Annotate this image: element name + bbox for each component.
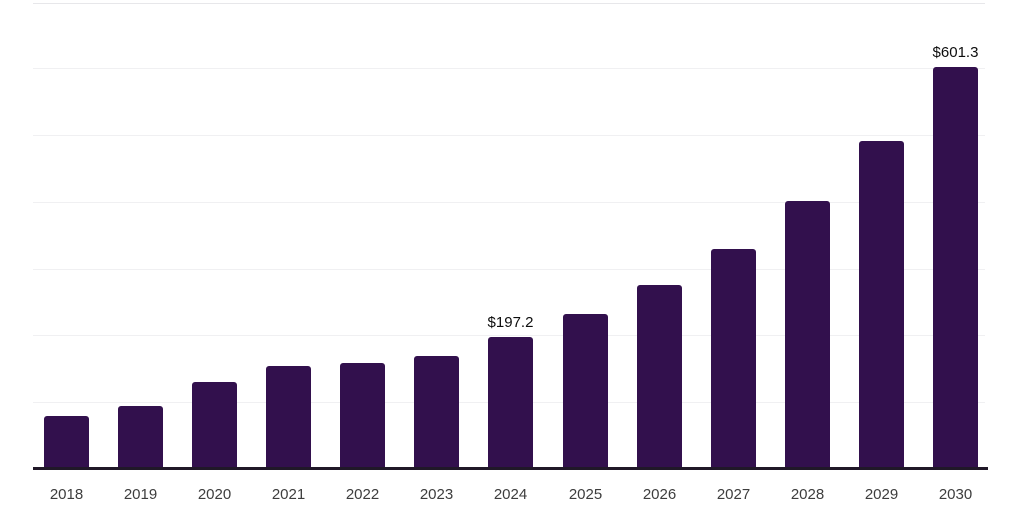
bar-2024 <box>488 337 533 469</box>
gridline <box>33 202 985 203</box>
x-axis-label-2023: 2023 <box>419 486 454 503</box>
x-axis-label-2028: 2028 <box>790 486 825 503</box>
bar-2026 <box>637 285 682 469</box>
x-axis-label-2024: 2024 <box>493 486 528 503</box>
bar-2019 <box>118 406 163 469</box>
x-axis-label-2025: 2025 <box>568 486 603 503</box>
x-axis-label-2030: 2030 <box>938 486 973 503</box>
bar-2029 <box>859 141 904 469</box>
bar-2028 <box>785 201 830 469</box>
bar-2018 <box>44 416 89 469</box>
x-axis-line <box>33 467 988 470</box>
x-axis-label-2019: 2019 <box>123 486 158 503</box>
x-axis-label-2022: 2022 <box>345 486 380 503</box>
x-axis-label-2027: 2027 <box>716 486 751 503</box>
gridline <box>33 335 985 336</box>
chart-top-border <box>33 3 985 4</box>
bar-2021 <box>266 366 311 469</box>
bar-2027 <box>711 249 756 469</box>
value-label-2024: $197.2 <box>487 314 534 331</box>
bar-2022 <box>340 363 385 469</box>
gridline <box>33 269 985 270</box>
x-axis-label-2021: 2021 <box>271 486 306 503</box>
gridline <box>33 135 985 136</box>
bar-2023 <box>414 356 459 469</box>
bar-2030 <box>933 67 978 469</box>
x-axis-label-2029: 2029 <box>864 486 899 503</box>
x-axis-label-2020: 2020 <box>197 486 232 503</box>
x-axis-label-2018: 2018 <box>49 486 84 503</box>
bar-2025 <box>563 314 608 469</box>
x-axis-label-2026: 2026 <box>642 486 677 503</box>
value-label-2030: $601.3 <box>932 44 979 61</box>
gridline <box>33 68 985 69</box>
bar-2020 <box>192 382 237 469</box>
